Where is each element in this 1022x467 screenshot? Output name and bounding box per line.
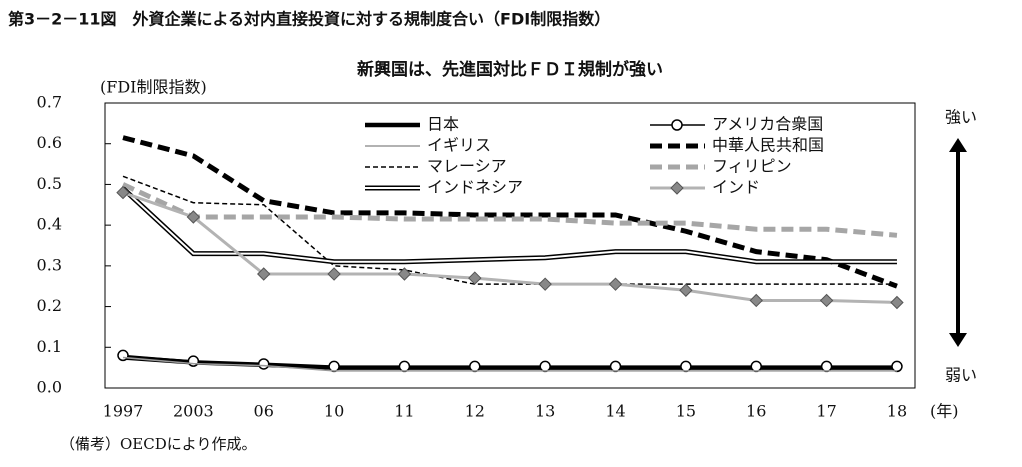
x-tick-label: 11 bbox=[394, 402, 414, 421]
point bbox=[539, 360, 551, 373]
chart-title: 新興国は、先進国対比ＦＤＩ規制が強い bbox=[357, 59, 663, 80]
series-line bbox=[121, 186, 897, 265]
point bbox=[891, 360, 903, 373]
point bbox=[670, 181, 684, 195]
strong-label: 強い bbox=[945, 108, 977, 127]
point bbox=[257, 267, 271, 281]
y-tick-label: 0.1 bbox=[37, 337, 62, 356]
point bbox=[750, 360, 762, 373]
series-line bbox=[122, 355, 897, 370]
x-tick-label: 2003 bbox=[173, 402, 214, 421]
point bbox=[397, 267, 412, 281]
point bbox=[609, 360, 622, 373]
point bbox=[671, 119, 683, 131]
y-tick-label: 0.5 bbox=[37, 174, 62, 193]
y-tick-label: 0.0 bbox=[37, 378, 62, 397]
point bbox=[468, 271, 482, 285]
series-line bbox=[121, 182, 898, 238]
x-tick-label: 16 bbox=[746, 402, 766, 421]
y-tick-label: 0.6 bbox=[37, 133, 62, 152]
legend-label: アメリカ合衆国 bbox=[712, 115, 823, 134]
x-tick-label: 17 bbox=[816, 402, 836, 421]
legend-label: インド bbox=[712, 178, 760, 197]
point bbox=[679, 283, 693, 297]
point bbox=[257, 358, 270, 370]
direction-arrow bbox=[949, 138, 967, 347]
y-tick-label: 0.2 bbox=[37, 296, 62, 315]
point bbox=[820, 360, 833, 373]
y-tick-label: 0.7 bbox=[37, 93, 62, 112]
x-unit-label: (年) bbox=[930, 402, 959, 421]
series-line bbox=[122, 354, 897, 368]
note: （備考）OECDにより作成。 bbox=[60, 435, 256, 453]
y-axis-label: (FDI制限指数) bbox=[100, 78, 207, 97]
point bbox=[469, 360, 481, 373]
x-tick-label: 13 bbox=[535, 402, 555, 421]
point bbox=[819, 293, 834, 308]
series-line bbox=[122, 191, 898, 304]
point bbox=[890, 295, 904, 310]
point bbox=[398, 360, 411, 373]
x-tick-label: 1997 bbox=[103, 402, 144, 421]
x-tick-label: 18 bbox=[887, 402, 907, 421]
series-line bbox=[122, 356, 897, 372]
series-line bbox=[122, 135, 898, 289]
legend-label: 日本 bbox=[427, 115, 459, 134]
series-line-inner bbox=[122, 187, 897, 263]
x-tick-label: 10 bbox=[324, 402, 344, 421]
legend-label: イギリス bbox=[427, 136, 491, 155]
point bbox=[538, 277, 552, 291]
weak-label: 弱い bbox=[945, 366, 977, 385]
point bbox=[187, 355, 200, 367]
legend-label: 中華人民共和国 bbox=[712, 136, 824, 155]
plot-frame bbox=[104, 102, 916, 389]
x-tick-label: 06 bbox=[254, 402, 274, 421]
point bbox=[117, 349, 129, 362]
x-tick-label: 12 bbox=[465, 402, 485, 421]
legend-label: マレーシア bbox=[427, 157, 507, 176]
point bbox=[327, 267, 341, 281]
legend-label: フィリピン bbox=[712, 157, 792, 176]
y-tick-label: 0.4 bbox=[37, 215, 62, 234]
point bbox=[680, 360, 692, 373]
point bbox=[608, 277, 623, 291]
y-tick-label: 0.3 bbox=[37, 255, 62, 274]
point bbox=[186, 210, 201, 224]
x-tick-label: 14 bbox=[605, 402, 625, 421]
legend-label: インドネシア bbox=[427, 178, 523, 197]
point bbox=[749, 293, 763, 308]
point bbox=[116, 185, 130, 200]
x-tick-label: 15 bbox=[676, 402, 696, 421]
series-line bbox=[122, 175, 897, 285]
figure-title: 第3－2－11図 外資企業による対内直接投資に対する規制度合い（FDI制限指数） bbox=[8, 10, 610, 29]
